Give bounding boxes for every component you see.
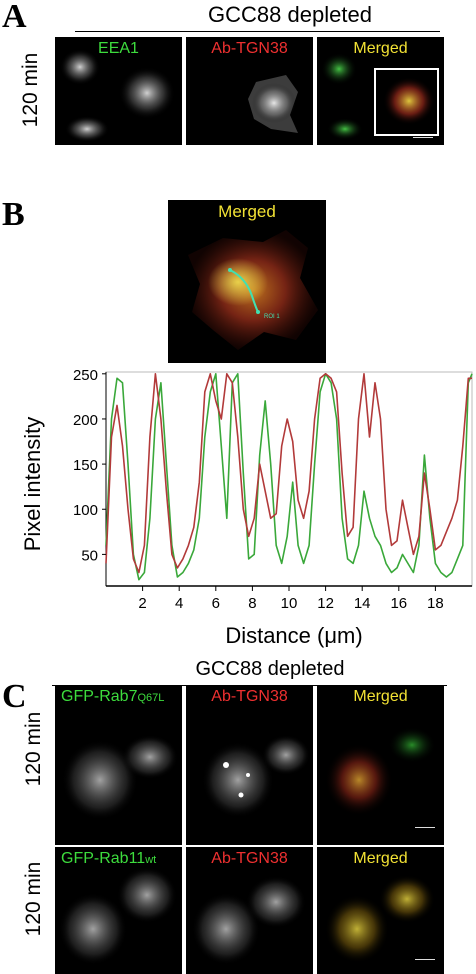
panel-c-row1-tgn38-image: Ab-TGN38 bbox=[186, 685, 313, 845]
scale-bar bbox=[415, 827, 435, 836]
panel-c-header: GCC88 depleted bbox=[195, 658, 345, 680]
panel-a-eea1-image: EEA1 bbox=[55, 37, 182, 145]
panel-c-row2-tgn38-image: Ab-TGN38 bbox=[186, 847, 313, 974]
x-tick-label: 14 bbox=[354, 595, 371, 612]
panel-c-row2-merged-image: Merged bbox=[317, 847, 444, 974]
x-tick-label: 2 bbox=[138, 595, 146, 612]
panel-c-row2-gfp-image: GFP-Rab11wt bbox=[55, 847, 182, 974]
y-tick-label: 250 bbox=[73, 367, 98, 384]
panel-a-tgn38-label: Ab-TGN38 bbox=[211, 40, 288, 57]
panel-c-row2-gfp-label: GFP-Rab11wt bbox=[61, 850, 156, 868]
series-line-2 bbox=[105, 373, 472, 574]
panel-a-tgn38-image: Ab-TGN38 bbox=[186, 37, 313, 145]
gfp-rab7-name: GFP-Rab7 bbox=[61, 688, 138, 705]
y-tick-label: 150 bbox=[73, 457, 98, 474]
panel-c-letter: C bbox=[2, 678, 27, 715]
panel-c-row1-gfp-image: GFP-Rab7Q67L bbox=[55, 685, 182, 845]
x-tick-label: 8 bbox=[248, 595, 256, 612]
panel-a-merged-image: Merged bbox=[317, 37, 444, 145]
series-line-1 bbox=[105, 373, 473, 581]
y-tick-label: 100 bbox=[73, 502, 98, 519]
gfp-rab11-name: GFP-Rab11 bbox=[61, 850, 146, 867]
x-tick-label: 6 bbox=[212, 595, 220, 612]
panel-b-merged-label: Merged bbox=[218, 202, 276, 221]
gfp-rab11-variant: wt bbox=[145, 854, 157, 866]
panel-a-header-rule bbox=[75, 31, 440, 32]
scale-bar bbox=[415, 959, 435, 968]
panel-a-letter: A bbox=[2, 0, 27, 35]
panel-c-row2-merged-label: Merged bbox=[353, 850, 408, 867]
panel-a-merged-label: Merged bbox=[353, 40, 408, 57]
intensity-profile-chart: 2 4 6 8 10 12 14 16 18 50 100 150 200 250 Pixel inten… bbox=[20, 367, 473, 648]
panel-c-row1-merged-label: Merged bbox=[353, 688, 408, 705]
x-axis-label: Distance (μm) bbox=[225, 623, 362, 648]
panel-a-header: GCC88 depleted bbox=[208, 2, 372, 27]
x-tick-label: 10 bbox=[281, 595, 298, 612]
panel-c-row1-merged-image: Merged bbox=[317, 685, 444, 845]
x-tick-label: 12 bbox=[317, 595, 334, 612]
panel-c-row2-tgn38-label: Ab-TGN38 bbox=[211, 850, 288, 867]
panel-a-row-label: 120 min bbox=[19, 52, 42, 128]
y-tick-label: 200 bbox=[73, 412, 98, 429]
panel-c-row2-label: 120 min bbox=[22, 861, 45, 937]
scale-bar bbox=[413, 137, 433, 145]
x-tick-label: 18 bbox=[427, 595, 444, 612]
x-tick-label: 16 bbox=[390, 595, 407, 612]
panel-b-letter: B bbox=[2, 196, 25, 233]
panel-c-row1-label: 120 min bbox=[22, 711, 45, 787]
gfp-rab7-mutation: Q67L bbox=[137, 692, 165, 704]
panel-c-row1-tgn38-label: Ab-TGN38 bbox=[211, 688, 288, 705]
panel-b-merged-image: ROI 1 Merged bbox=[168, 200, 326, 363]
x-tick-label: 4 bbox=[175, 595, 183, 612]
y-axis-label: Pixel intensity bbox=[20, 417, 45, 552]
roi-label: ROI 1 bbox=[264, 314, 280, 320]
y-tick-label: 50 bbox=[81, 547, 98, 564]
panel-a-eea1-label: EEA1 bbox=[98, 40, 139, 57]
panel-c-row1-gfp-label: GFP-Rab7Q67L bbox=[61, 688, 164, 706]
